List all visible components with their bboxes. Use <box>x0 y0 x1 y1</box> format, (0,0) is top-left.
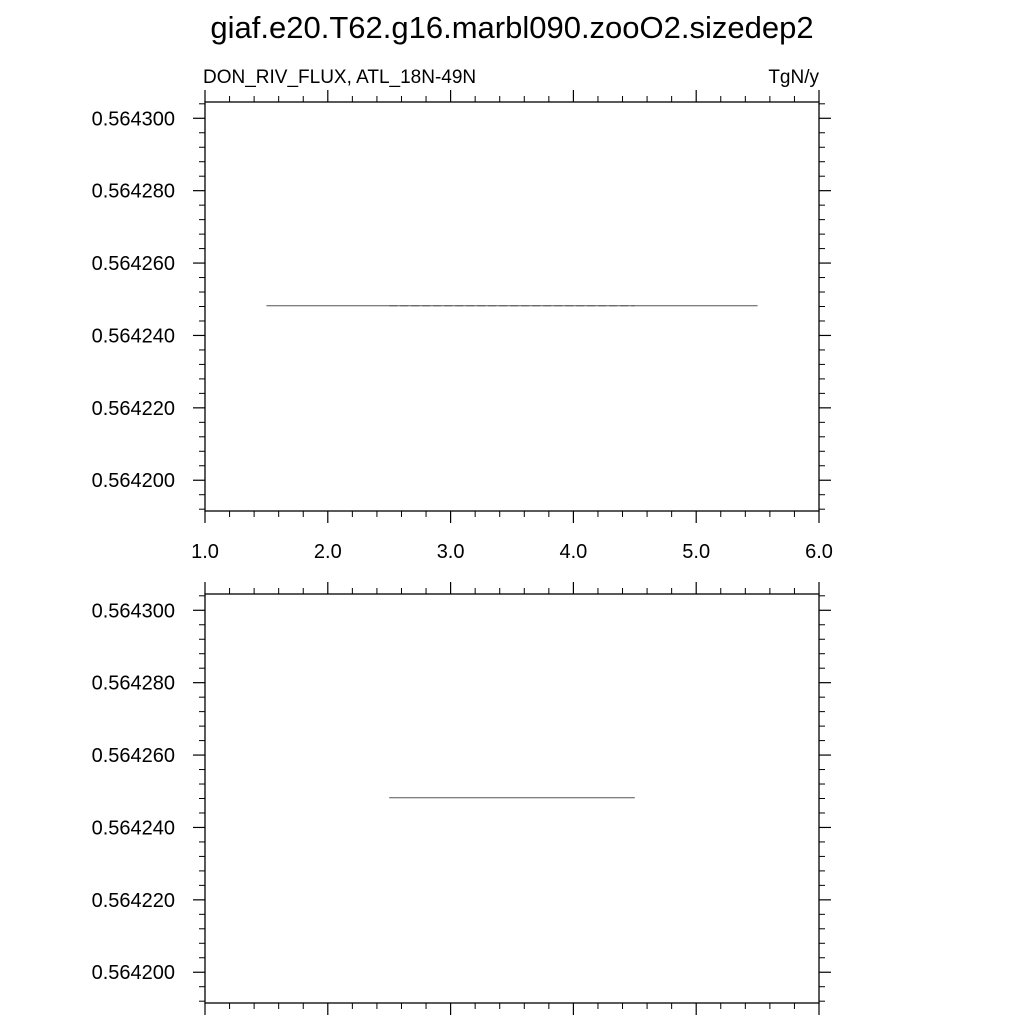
panel-right-label: TgN/y <box>768 67 819 88</box>
y-tick-label: 0.564240 <box>92 817 175 839</box>
x-tick-label: 1.0 <box>191 541 219 563</box>
y-tick-label: 0.564220 <box>92 890 175 912</box>
y-tick-label: 0.564200 <box>92 962 175 984</box>
x-tick-label: 3.0 <box>437 541 465 563</box>
x-tick-label: 6.0 <box>805 541 833 563</box>
plot-frame <box>204 101 820 512</box>
y-tick-label: 0.564220 <box>92 398 175 420</box>
x-tick-label: 5.0 <box>682 541 710 563</box>
y-tick-label: 0.564300 <box>92 600 175 622</box>
y-tick-label: 0.564280 <box>92 673 175 695</box>
y-tick-label: 0.564240 <box>92 325 175 347</box>
y-tick-label: 0.564200 <box>92 470 175 492</box>
y-tick-label: 0.564280 <box>92 181 175 203</box>
chart-title: giaf.e20.T62.g16.marbl090.zooO2.sizedep2 <box>210 10 813 45</box>
y-tick-label: 0.564300 <box>92 108 175 130</box>
panel-left-label: DON_RIV_FLUX, ATL_18N-49N <box>203 67 476 88</box>
plot-frame <box>204 593 820 1004</box>
plot-panel-1: 0.564200 0.564220 0.564240 0.564260 0.564280… <box>92 67 833 563</box>
plot-panel-2: 0.564200 0.564220 0.564240 0.564260 0.564280… <box>92 582 831 1015</box>
y-tick-label: 0.564260 <box>92 253 175 275</box>
y-tick-label: 0.564260 <box>92 745 175 767</box>
x-tick-label: 2.0 <box>314 541 342 563</box>
x-tick-label: 4.0 <box>559 541 587 563</box>
